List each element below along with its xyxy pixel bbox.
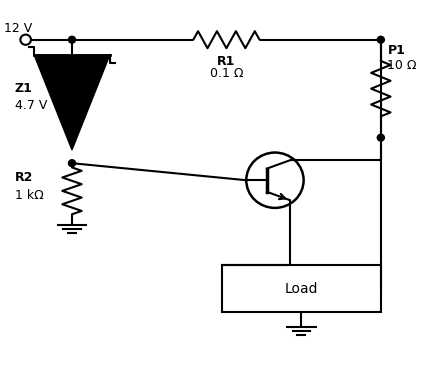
Circle shape (68, 160, 75, 167)
Circle shape (377, 36, 385, 43)
FancyBboxPatch shape (222, 266, 381, 312)
Text: 12 V: 12 V (4, 22, 32, 36)
Text: Z1: Z1 (15, 82, 32, 95)
Text: P1: P1 (388, 44, 405, 57)
Text: 1 kΩ: 1 kΩ (15, 188, 44, 201)
Polygon shape (34, 55, 110, 150)
Text: 4.7 V: 4.7 V (15, 99, 47, 112)
Text: Load: Load (285, 282, 318, 296)
Circle shape (68, 36, 75, 43)
Text: 10 Ω: 10 Ω (388, 59, 417, 72)
Text: 0.1 Ω: 0.1 Ω (210, 68, 243, 80)
Circle shape (377, 134, 385, 141)
Text: R1: R1 (217, 54, 236, 68)
Text: R2: R2 (15, 171, 33, 185)
